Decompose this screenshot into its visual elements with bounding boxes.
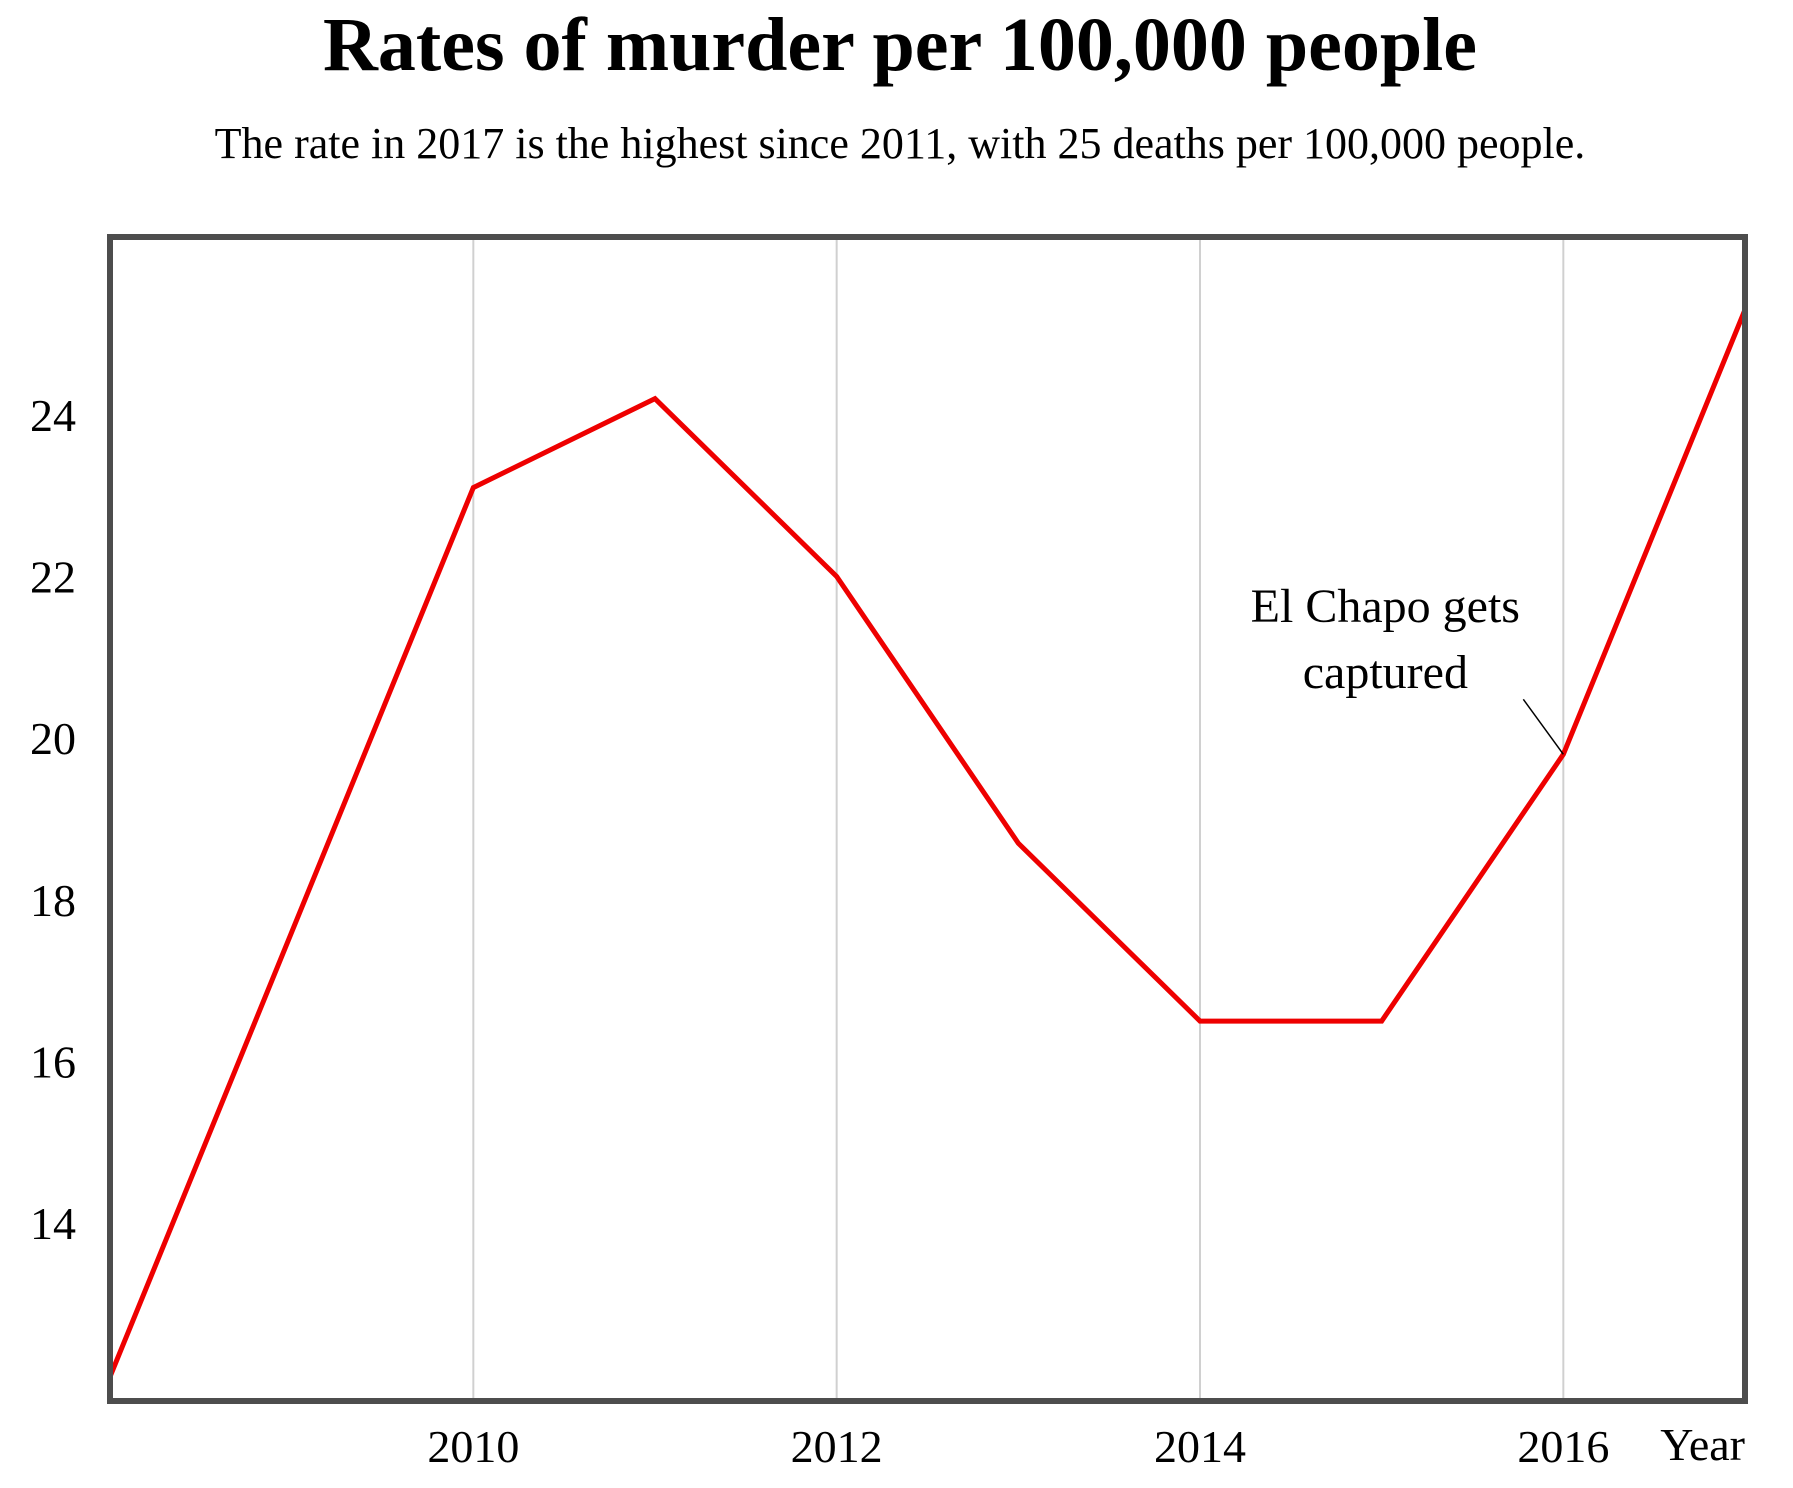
series-line-layer [107,308,1748,1378]
y-tick-label-20: 20 [30,713,76,764]
chart-title: Rates of murder per 100,000 people [323,3,1477,87]
x-tick-label-2014: 2014 [1154,1421,1246,1472]
y-axis-ticks: 14 16 18 20 22 24 [30,390,76,1249]
x-tick-label-2016: 2016 [1517,1421,1609,1472]
y-tick-label-22: 22 [30,552,76,603]
x-axis-label: Year [1660,1419,1745,1470]
annotation-leader-line [1522,698,1564,755]
series-line-0 [107,308,1748,1378]
gridlines [472,237,1565,1401]
annotation-text-line-0: El Chapo gets [1251,580,1520,633]
x-tick-label-2012: 2012 [791,1421,883,1472]
y-tick-label-14: 14 [30,1198,76,1249]
annotation-group: El Chapo gets captured [1251,580,1564,755]
annotation-text-line-1: captured [1303,646,1468,699]
x-tick-label-2010: 2010 [427,1421,519,1472]
chart-subtitle: The rate in 2017 is the highest since 20… [215,119,1586,168]
plot-frame [107,234,1748,1404]
y-tick-label-24: 24 [30,390,76,441]
y-tick-label-16: 16 [30,1037,76,1088]
x-axis-ticks: 2010 2012 2014 2016 [427,1421,1609,1472]
y-tick-label-18: 18 [30,875,76,926]
